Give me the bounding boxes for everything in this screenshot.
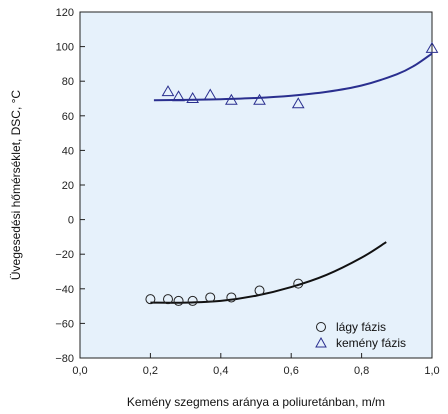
x-tick-label: 0,2	[143, 365, 158, 377]
y-tick-label: 60	[62, 111, 74, 123]
x-tick-label: 0,0	[72, 365, 87, 377]
x-axis-title: Kemény szegmens aránya a poliuretánban, …	[127, 395, 385, 409]
x-tick-label: 0,4	[213, 365, 228, 377]
data-point-kem-ny-f-zis	[224, 93, 238, 105]
y-tick-label: 120	[56, 7, 74, 19]
data-point-l-gy-f-zis	[254, 285, 265, 296]
data-points	[145, 41, 439, 306]
data-point-kem-ny-f-zis	[172, 90, 185, 102]
data-point-l-gy-f-zis	[293, 278, 304, 289]
y-tick-label: −40	[55, 284, 74, 296]
legend-label-lagy-fazis: lágy fázis	[336, 320, 386, 334]
data-point-kem-ny-f-zis	[186, 92, 200, 103]
y-tick-label: 80	[62, 76, 74, 88]
data-point-kem-ny-f-zis	[425, 41, 439, 53]
legend-label-kemeny-fazis: kemény fázis	[336, 336, 406, 350]
data-point-l-gy-f-zis	[226, 292, 237, 303]
x-tick-label: 0,8	[354, 365, 369, 377]
data-point-kem-ny-f-zis	[203, 88, 217, 100]
y-tick-label: −60	[55, 318, 74, 330]
legend: lágy fázis kemény fázis	[315, 320, 406, 350]
data-point-kem-ny-f-zis	[161, 85, 175, 97]
y-tick-label: 40	[62, 145, 74, 157]
data-point-l-gy-f-zis	[173, 295, 184, 306]
data-point-kem-ny-f-zis	[291, 97, 305, 109]
plot-area	[79, 11, 433, 359]
legend-marker-lagy-fazis	[316, 322, 326, 332]
y-tick-label: −80	[55, 353, 74, 365]
data-point-kem-ny-f-zis	[253, 93, 266, 105]
y-axis: −80 −60 −40 −20 0 20 40 60 80 100 120	[55, 7, 85, 365]
x-tick-label: 0,6	[284, 365, 299, 377]
fit-curve-kem-ny-f-zis	[153, 52, 433, 102]
x-tick-label: 1,0	[424, 365, 439, 377]
y-tick-label: −20	[55, 249, 74, 261]
y-axis-title: Üvegesedési hőmérséklet, DSC, °C	[9, 90, 23, 281]
y-tick-label: 0	[68, 215, 74, 227]
data-point-l-gy-f-zis	[163, 294, 173, 305]
data-point-l-gy-f-zis	[205, 292, 216, 303]
data-point-l-gy-f-zis	[187, 295, 198, 306]
legend-marker-kemeny-fazis	[315, 336, 327, 348]
data-point-l-gy-f-zis	[145, 294, 156, 305]
y-tick-label: 100	[56, 42, 74, 54]
x-axis: 0,0 0,2 0,4 0,6 0,8 1,0	[72, 353, 440, 377]
y-tick-label: 20	[62, 180, 74, 192]
